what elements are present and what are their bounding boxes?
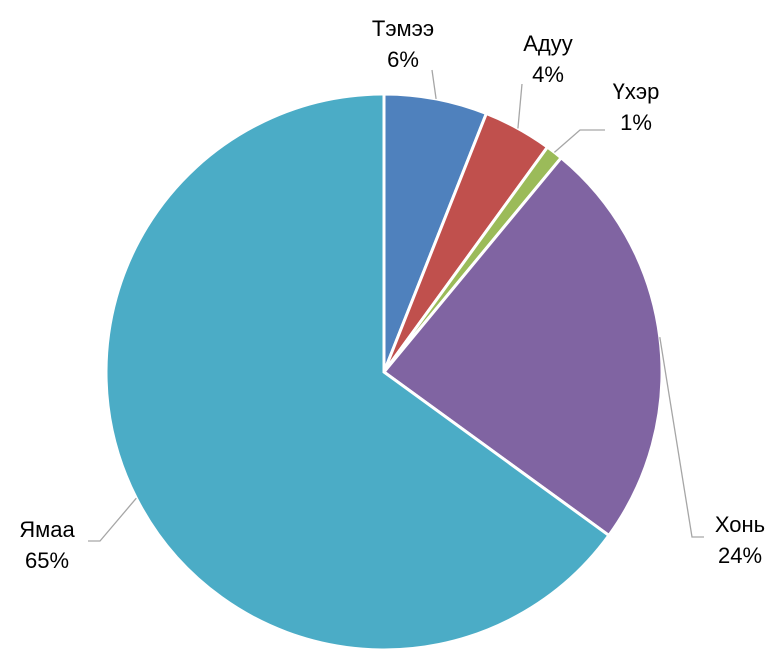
slice-label: Адуу [523, 31, 573, 56]
slice-label: Үхэр [613, 79, 660, 104]
leader-line [659, 337, 704, 538]
slice-value-label: 24% [718, 543, 762, 568]
pie-slice [381, 155, 664, 538]
leader-line [431, 69, 437, 100]
slice-value-label: 4% [532, 62, 564, 87]
slice-value-label: 6% [387, 47, 419, 72]
leader-line [553, 129, 605, 153]
slice-value-label: 1% [620, 110, 652, 135]
slice-label: Тэмээ [372, 16, 434, 41]
slice-label: Ямаа [19, 517, 75, 542]
slice-value-label: 65% [25, 548, 69, 573]
slice-label: Хонь [715, 512, 765, 537]
leader-line [517, 83, 523, 129]
leader-line [88, 497, 137, 542]
